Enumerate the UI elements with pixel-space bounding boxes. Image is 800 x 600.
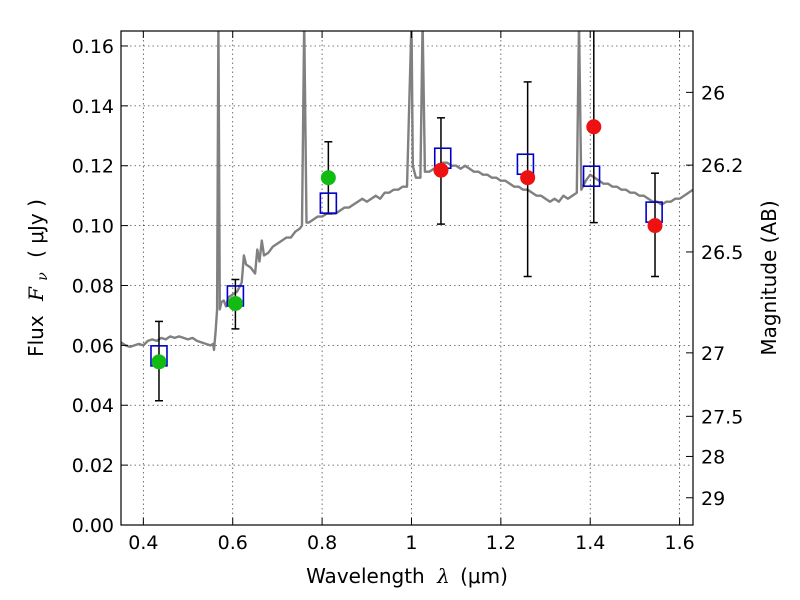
observed-nir-point	[520, 170, 536, 186]
y-tick-label: 0.10	[72, 216, 114, 238]
plot-frame	[120, 30, 694, 526]
plot-background	[121, 31, 693, 525]
y-tick-label: 0.08	[72, 275, 114, 297]
model-box	[319, 192, 338, 214]
x-tick-label: 0.4	[128, 532, 158, 554]
y-tick-label: 0.04	[72, 395, 114, 417]
y-tick-label: 0.02	[72, 455, 114, 477]
x-axis-title-unit: (μm)	[460, 564, 508, 588]
x-tick-label: 0.8	[307, 532, 337, 554]
y2-axis-title: Magnitude (AB)	[757, 200, 781, 355]
observed-optical-point	[151, 354, 167, 370]
y-axis-title-symbol: F	[24, 286, 48, 302]
x-tick-label: 1.6	[664, 532, 694, 554]
y-axis-title-unit: ( μJy )	[24, 199, 48, 258]
observed-nir-point	[586, 119, 602, 135]
y2-axis-ticks: 26 26.2 26.5 27 27.5 28 29	[686, 82, 743, 510]
y-axis-title-subscript: ν	[35, 272, 51, 281]
y-axis-title: Flux F ν ( μJy )	[24, 199, 52, 357]
y-tick-label: 0.06	[72, 335, 114, 357]
y-tick-label: 0.00	[72, 515, 114, 537]
x-axis-title-prefix: Wavelength	[306, 564, 425, 588]
observed-nir-point	[433, 162, 449, 178]
y2-tick-label: 28	[701, 446, 725, 468]
observed-nir-point	[647, 218, 663, 234]
x-axis-ticks: 0.4 0.6 0.8 1 1.2 1.4 1.6	[128, 31, 695, 554]
x-tick-label: 1.2	[486, 532, 516, 554]
y-tick-label: 0.12	[72, 156, 114, 178]
observed-optical-point	[320, 170, 336, 186]
y2-tick-label: 26	[701, 82, 725, 104]
y2-tick-label: 26.2	[701, 155, 743, 177]
y-tick-label: 0.14	[72, 96, 114, 118]
y2-tick-label: 27	[701, 343, 725, 365]
spectrum-line	[121, 31, 693, 352]
x-tick-label: 0.6	[218, 532, 248, 554]
spectrum-series	[121, 31, 693, 352]
y-axis-ticks: 0.00 0.02 0.04 0.06 0.08 0.10 0.12 0.14 0.16	[72, 36, 128, 537]
y-axis-title-prefix: Flux	[24, 315, 48, 357]
observed-optical-point	[227, 295, 243, 311]
x-axis-title: Wavelength λ (μm)	[306, 564, 508, 588]
x-tick-label: 1	[405, 532, 417, 554]
y2-tick-label: 27.5	[701, 406, 743, 428]
observed-points	[151, 119, 663, 370]
x-axis-title-symbol: λ	[436, 564, 450, 588]
y2-tick-label: 26.5	[701, 242, 743, 264]
model-box	[582, 165, 601, 188]
y2-tick-label: 29	[701, 488, 725, 510]
y-tick-label: 0.16	[72, 36, 114, 58]
x-tick-label: 1.4	[575, 532, 605, 554]
